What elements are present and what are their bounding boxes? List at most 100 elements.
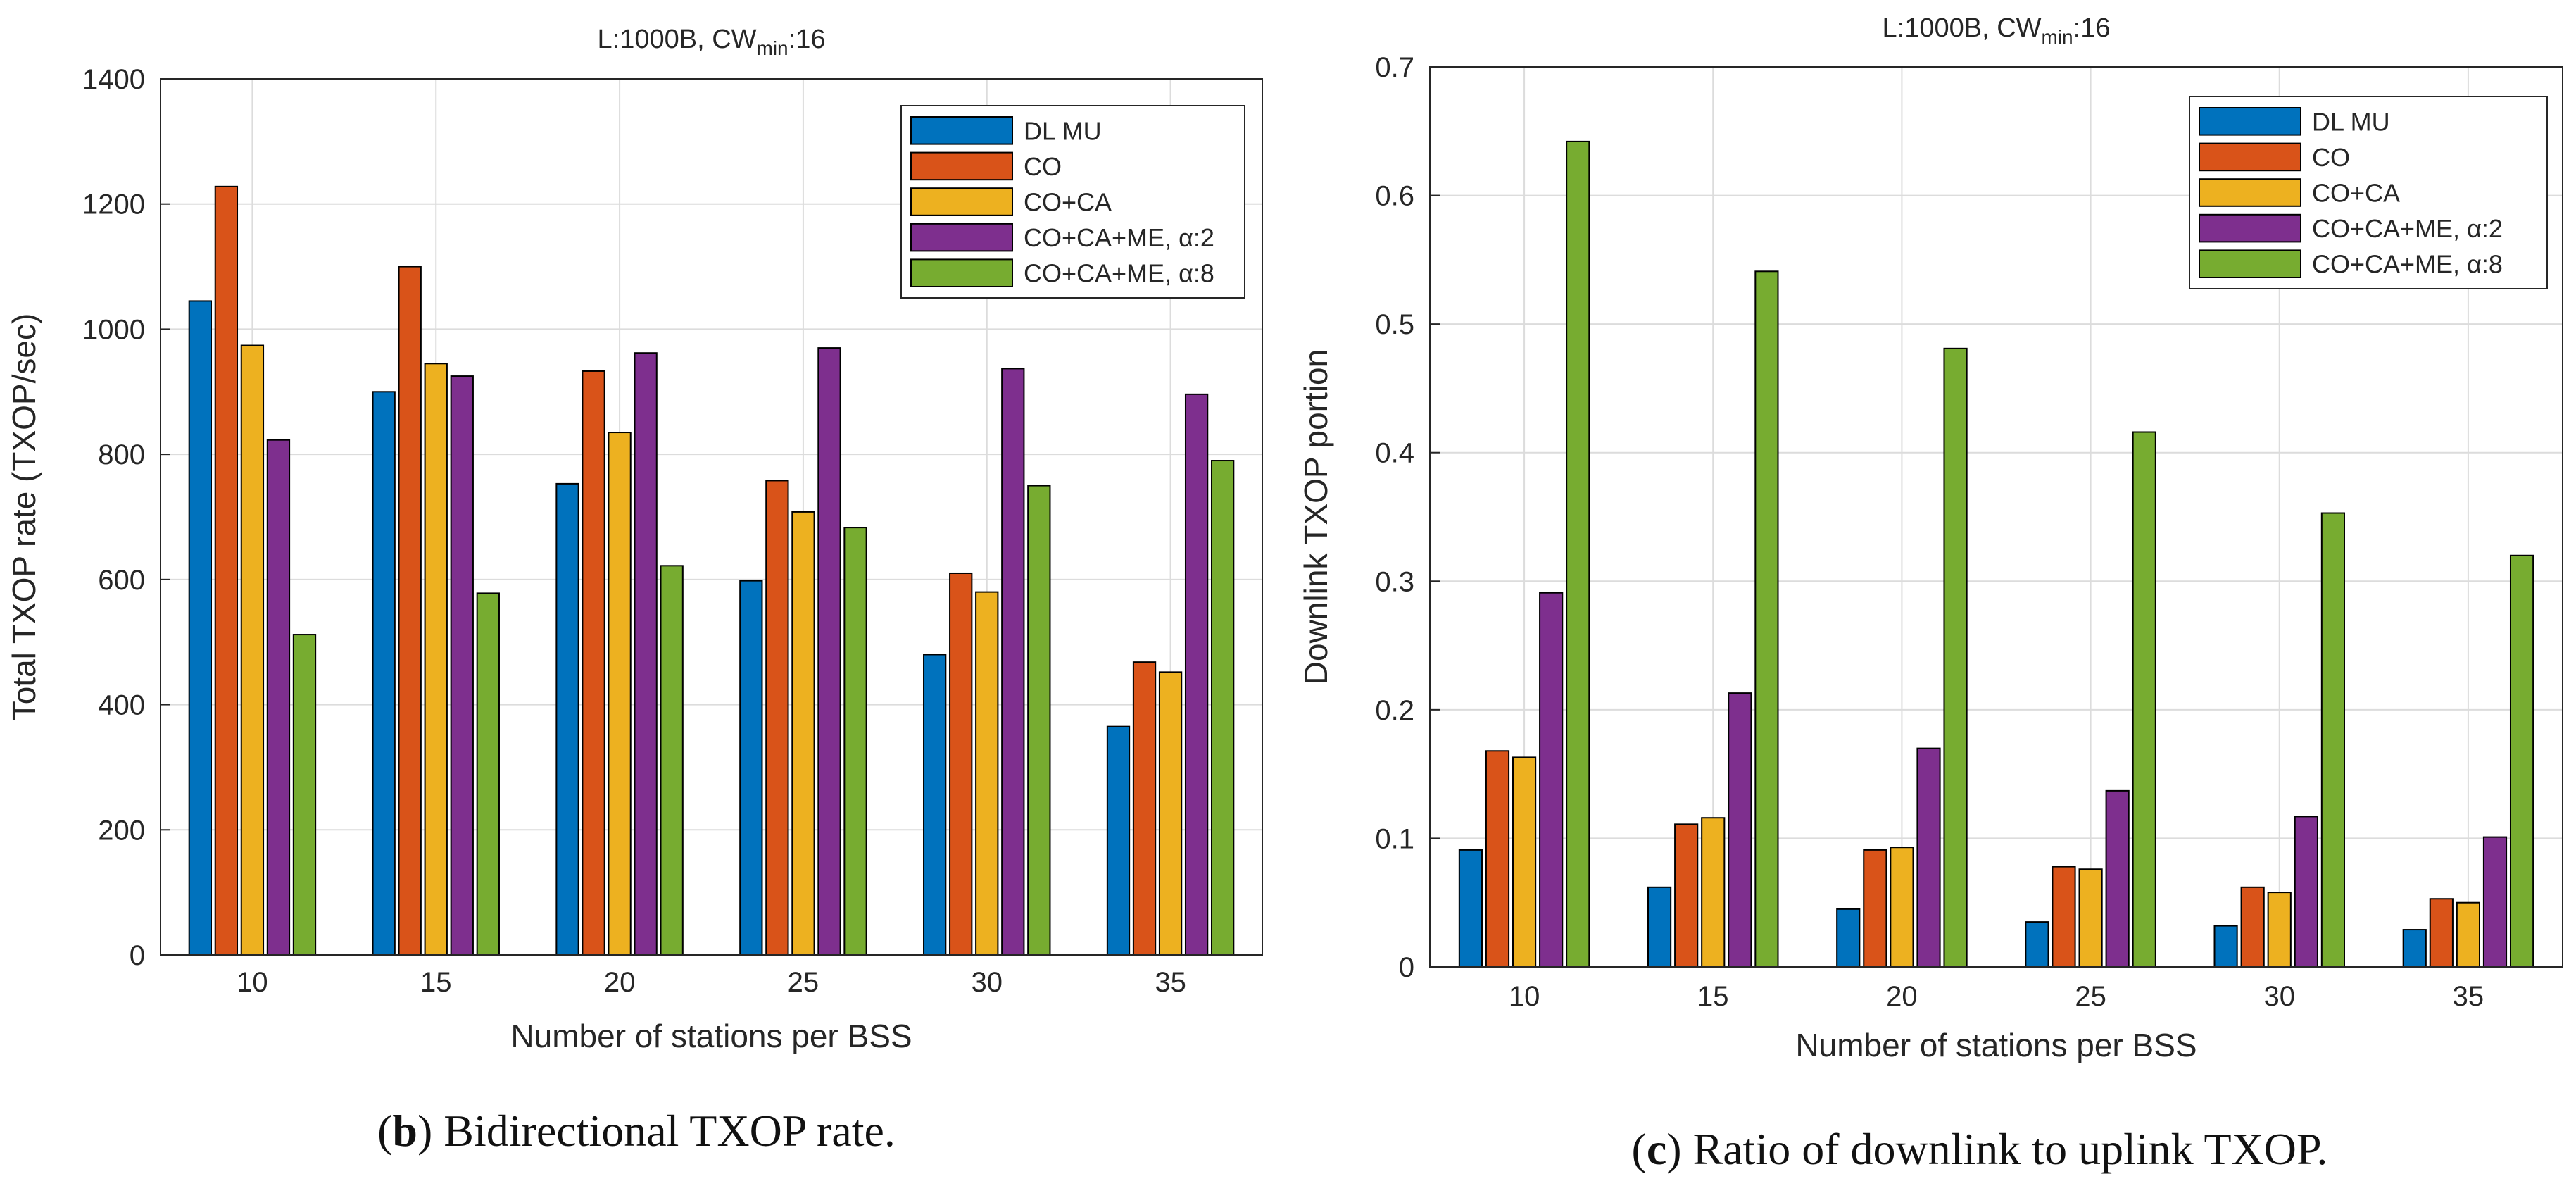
bar — [1674, 823, 1699, 968]
legend-swatch — [2199, 178, 2301, 207]
caption-text: Bidirectional TXOP rate. — [444, 1106, 896, 1156]
legend-label-alpha: α:2 — [1179, 223, 1214, 252]
bar — [2213, 925, 2238, 968]
bar — [1863, 849, 1887, 968]
y-axis-label: Total TXOP rate (TXOP/sec) — [6, 313, 42, 721]
bar — [1890, 847, 1914, 968]
bar — [555, 482, 579, 956]
x-tick-label: 10 — [237, 967, 268, 998]
x-tick-label: 20 — [604, 967, 636, 998]
bar — [1701, 817, 1726, 968]
bar — [949, 572, 973, 956]
bar — [817, 347, 841, 956]
bar — [975, 591, 999, 956]
bar — [1647, 886, 1672, 968]
x-tick-label: 15 — [1697, 981, 1729, 1012]
legend-label-text: CO+CA+ME, — [1024, 223, 1179, 252]
bar — [476, 592, 500, 956]
figure-caption: (b) Bidirectional TXOP rate. — [377, 1106, 896, 1156]
chart-title-subscript: min — [2042, 26, 2073, 48]
legend-label-text: DL MU — [2312, 107, 2390, 136]
bar — [2509, 554, 2534, 968]
legend-label: CO+CA+ME, α:8 — [2312, 250, 2503, 279]
bar — [1184, 393, 1209, 956]
bar — [2105, 789, 2130, 968]
y-tick-label: 0.5 — [1375, 309, 1414, 340]
bar — [1158, 671, 1183, 956]
x-axis-label: Number of stations per BSS — [1795, 1027, 2197, 1063]
bar — [2402, 929, 2427, 968]
bar — [1458, 849, 1483, 968]
bar — [608, 432, 632, 956]
legend-swatch — [910, 258, 1013, 287]
y-tick-label: 1000 — [82, 314, 145, 345]
y-tick-label: 400 — [98, 690, 145, 721]
axes-box — [1429, 66, 2563, 968]
y-tick-label: 0.6 — [1375, 181, 1414, 212]
bar — [2429, 898, 2454, 968]
y-tick-label: 0 — [1399, 952, 1414, 983]
legend-swatch — [910, 116, 1013, 145]
bar — [2456, 901, 2481, 968]
bar — [1106, 725, 1131, 956]
x-tick-label: 35 — [2453, 981, 2484, 1012]
bar — [1485, 750, 1510, 968]
y-tick-label: 0.3 — [1375, 566, 1414, 597]
bar — [2482, 836, 2508, 968]
bar — [634, 352, 658, 956]
x-axis-label: Number of stations per BSS — [510, 1018, 912, 1054]
bar — [2078, 868, 2103, 968]
legend-swatch — [2199, 213, 2301, 243]
bar — [923, 654, 947, 956]
legend-swatch — [910, 187, 1013, 216]
chart-title-subscript: min — [757, 37, 788, 59]
x-tick-label: 30 — [2264, 981, 2296, 1012]
caption-letter: b — [392, 1106, 417, 1156]
bar — [2320, 512, 2345, 968]
bar — [1943, 347, 1968, 968]
legend-label-text: CO+CA+ME, — [2312, 214, 2467, 243]
bar — [1027, 485, 1051, 956]
bar — [450, 375, 474, 956]
y-tick-label: 1400 — [82, 64, 145, 95]
legend-label-text: CO+CA — [2312, 179, 2400, 208]
bar — [1566, 140, 1590, 968]
bar — [2294, 816, 2318, 968]
x-tick-label: 20 — [1886, 981, 1918, 1012]
bar — [1916, 747, 1941, 968]
legend-label-alpha: α:8 — [1179, 259, 1214, 288]
bar — [240, 344, 265, 956]
chart-title-tail: :16 — [788, 25, 826, 54]
x-tick-label: 15 — [420, 967, 452, 998]
x-tick-label: 35 — [1155, 967, 1186, 998]
legend-label: DL MU — [1024, 116, 1102, 145]
legend-swatch — [2199, 107, 2301, 136]
bar — [1132, 661, 1157, 956]
y-tick-label: 0.7 — [1375, 52, 1414, 83]
y-tick-label: 0.1 — [1375, 823, 1414, 854]
y-tick-label: 0.4 — [1375, 438, 1414, 469]
caption-text: Ratio of downlink to uplink TXOP. — [1693, 1124, 2328, 1174]
bar — [214, 185, 239, 956]
chart-title: L:1000B, CWmin:16 — [598, 25, 826, 59]
caption-open-paren: ( — [1632, 1124, 1647, 1174]
y-tick-label: 0.2 — [1375, 695, 1414, 726]
legend-label-text: CO — [1024, 152, 1062, 181]
y-tick-label: 200 — [98, 815, 145, 846]
legend-label-text: CO+CA — [1024, 188, 1112, 217]
bar — [266, 439, 291, 956]
bar — [2240, 886, 2265, 968]
chart-downlink-portion: 0 0.1 0.2 0.3 0.4 0.5 0.6 0.7 10 15 20 25 30 35 L:1000… — [1298, 13, 2563, 1174]
y-tick-label: 1200 — [82, 189, 145, 220]
bar — [582, 370, 605, 956]
legend-label: CO+CA+ME, α:2 — [2312, 214, 2503, 243]
y-axis-label: Downlink TXOP portion — [1298, 349, 1334, 685]
legend-label: CO+CA+ME, α:8 — [1024, 259, 1214, 288]
bar — [2025, 921, 2049, 968]
legend-label-text: CO+CA+ME, — [1024, 259, 1179, 288]
bar — [1001, 368, 1025, 956]
caption-letter: c — [1647, 1124, 1666, 1174]
bar — [1211, 460, 1235, 956]
